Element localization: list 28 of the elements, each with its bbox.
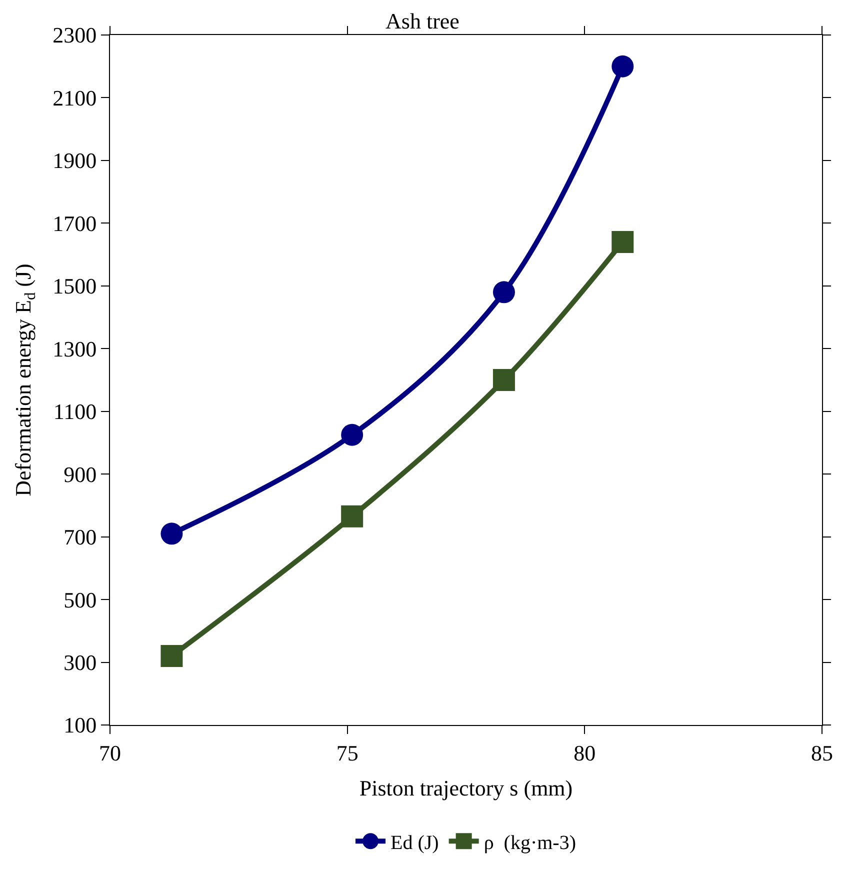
point [612, 55, 634, 78]
y-tick-label: 2300 [52, 22, 97, 48]
legend-label: Ed (J) [390, 832, 439, 854]
x-tick-label: 70 [99, 740, 121, 766]
point [492, 281, 515, 304]
x-axis-title: Piston trajectory s (mm) [359, 775, 573, 800]
y-tick-label: 1100 [53, 399, 97, 424]
y-tick-label: 1700 [52, 210, 97, 236]
y-tick-label: 1900 [52, 148, 97, 174]
y-tick-label: 500 [64, 587, 97, 612]
point [160, 645, 183, 667]
y-tick-label: 100 [64, 712, 97, 738]
point [612, 231, 634, 253]
y-tick-label: 900 [64, 462, 97, 487]
y-tick-label: 300 [64, 650, 97, 675]
x-tick-label: 80 [574, 740, 596, 766]
y-tick-label: 2100 [52, 85, 97, 110]
y-tick-label: 1500 [52, 274, 97, 299]
point [492, 369, 515, 391]
point [160, 522, 183, 545]
x-tick-label: 75 [336, 740, 358, 766]
chart-title: Ash tree [386, 8, 460, 34]
point [341, 505, 364, 528]
y-tick-label: 700 [64, 524, 97, 550]
x-tick-label: 85 [811, 740, 833, 766]
y-tick-label: 1300 [52, 336, 97, 362]
legend-label: ρ (kg·m-3) [484, 832, 576, 854]
point [341, 424, 364, 446]
